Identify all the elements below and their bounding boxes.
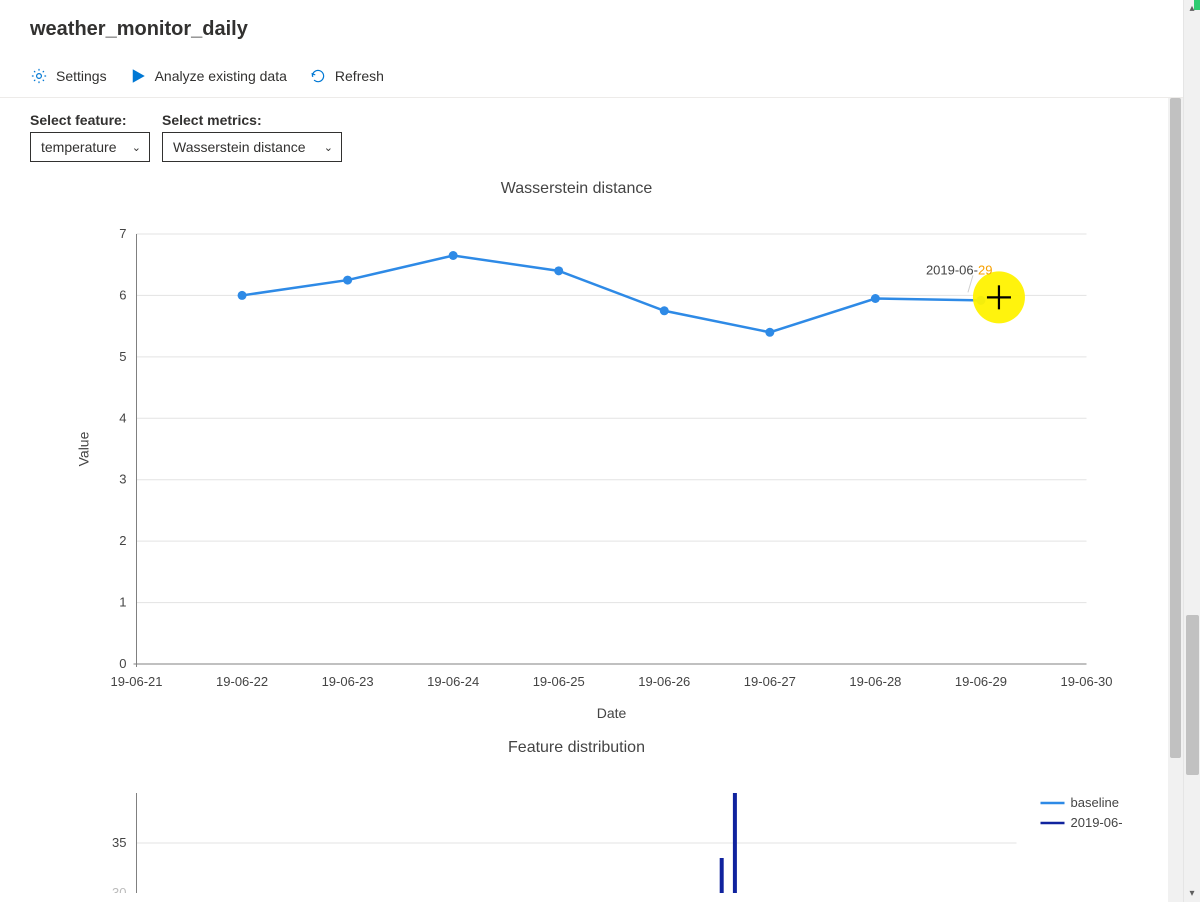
feature-select-label: Select feature: xyxy=(30,112,150,128)
outer-scroll-thumb[interactable] xyxy=(1186,615,1199,775)
svg-text:Date: Date xyxy=(597,705,627,721)
accent-sliver xyxy=(1194,0,1200,10)
svg-text:30: 30 xyxy=(112,885,126,893)
chevron-down-icon: ⌄ xyxy=(132,141,141,154)
svg-text:Value: Value xyxy=(76,431,92,466)
analyze-label: Analyze existing data xyxy=(155,68,287,84)
svg-text:0: 0 xyxy=(119,656,126,671)
svg-text:19-06-26: 19-06-26 xyxy=(638,674,690,689)
svg-text:19-06-21: 19-06-21 xyxy=(110,674,162,689)
feature-select-value: temperature xyxy=(41,139,116,155)
refresh-button[interactable]: Refresh xyxy=(309,67,384,85)
svg-text:19-06-28: 19-06-28 xyxy=(849,674,901,689)
chevron-down-icon: ⌄ xyxy=(324,141,333,154)
selectors: Select feature: temperature ⌄ Select met… xyxy=(0,98,1183,174)
wasserstein-line-chart[interactable]: 0 1 2 3 4 5 6 7 19-06-21 19-06-22 19-06-23 19-06-24… xyxy=(30,204,1123,724)
svg-text:19-06-29: 19-06-29 xyxy=(955,674,1007,689)
page-title: weather_monitor_daily xyxy=(30,18,1153,41)
svg-text:1: 1 xyxy=(119,595,126,610)
svg-text:19-06-22: 19-06-22 xyxy=(216,674,268,689)
settings-label: Settings xyxy=(56,68,107,84)
metrics-select[interactable]: Wasserstein distance ⌄ xyxy=(162,132,342,162)
feature-distribution-chart[interactable]: 35 30 baseline 2019-06-29 xyxy=(30,763,1123,893)
settings-button[interactable]: Settings xyxy=(30,67,107,85)
svg-text:4: 4 xyxy=(119,410,126,425)
dist-chart-title: Feature distribution xyxy=(30,739,1123,757)
refresh-icon xyxy=(309,67,327,85)
gear-icon xyxy=(30,67,48,85)
svg-text:19-06-30: 19-06-30 xyxy=(1060,674,1112,689)
svg-text:6: 6 xyxy=(119,287,126,302)
scroll-down-icon[interactable]: ▾ xyxy=(1184,885,1200,902)
feature-select[interactable]: temperature ⌄ xyxy=(30,132,150,162)
svg-text:19-06-24: 19-06-24 xyxy=(427,674,479,689)
svg-text:19-06-25: 19-06-25 xyxy=(533,674,585,689)
main-chart-title: Wasserstein distance xyxy=(30,180,1123,198)
toolbar: Settings Analyze existing data Refresh xyxy=(0,53,1183,85)
svg-text:35: 35 xyxy=(112,835,126,850)
refresh-label: Refresh xyxy=(335,68,384,84)
svg-text:2019-06-29: 2019-06-29 xyxy=(1071,815,1124,830)
svg-text:2019-06-29: 2019-06-29 xyxy=(926,262,993,277)
svg-text:7: 7 xyxy=(119,226,126,241)
metrics-select-label: Select metrics: xyxy=(162,112,342,128)
svg-text:3: 3 xyxy=(119,472,126,487)
svg-text:baseline: baseline xyxy=(1071,795,1119,810)
inner-scrollbar[interactable] xyxy=(1168,98,1183,902)
svg-text:2: 2 xyxy=(119,533,126,548)
svg-text:19-06-27: 19-06-27 xyxy=(744,674,796,689)
analyze-button[interactable]: Analyze existing data xyxy=(129,67,287,85)
svg-text:19-06-23: 19-06-23 xyxy=(322,674,374,689)
outer-scrollbar[interactable]: ▴ ▾ xyxy=(1183,0,1200,902)
inner-scroll-thumb[interactable] xyxy=(1170,98,1181,758)
svg-text:5: 5 xyxy=(119,349,126,364)
play-icon xyxy=(129,67,147,85)
metrics-select-value: Wasserstein distance xyxy=(173,139,306,155)
